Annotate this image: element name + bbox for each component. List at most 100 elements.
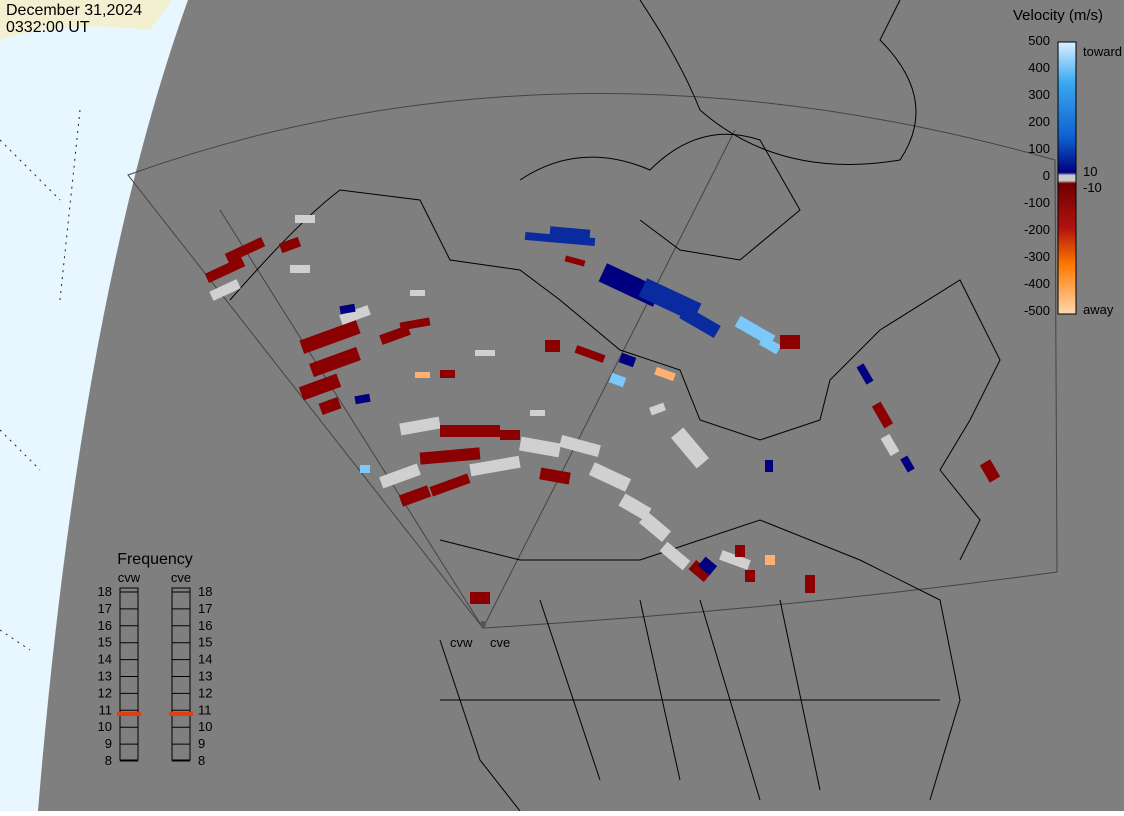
cell xyxy=(639,511,671,543)
velocity-ticks: 500 400 300 200 100 0 -100 -200 -300 -400 -500 xyxy=(1024,33,1050,318)
cell xyxy=(697,556,718,576)
cell xyxy=(856,363,874,385)
scatter-cells xyxy=(204,215,1001,604)
inner-tick: -10 xyxy=(1083,180,1102,195)
cell xyxy=(415,372,430,378)
frequency-tick-label: 8 xyxy=(198,753,205,768)
cell xyxy=(298,373,342,401)
coastlines xyxy=(229,0,1001,812)
frequency-tick-label: 11 xyxy=(99,702,113,717)
radar-label: cve xyxy=(490,635,510,650)
cell xyxy=(519,436,561,458)
cell xyxy=(419,447,481,465)
cell xyxy=(278,236,302,254)
velocity-title: Velocity (m/s) xyxy=(1013,7,1103,24)
cell xyxy=(309,346,361,378)
cell xyxy=(618,493,652,521)
cell xyxy=(545,340,560,352)
velocity-tick-label: 100 xyxy=(1028,141,1050,156)
frequency-tick-label: 13 xyxy=(198,669,212,684)
velocity-tick-label: 400 xyxy=(1028,60,1050,75)
cell xyxy=(559,435,601,457)
velocity-tick-label: -500 xyxy=(1024,303,1050,318)
frequency-marker xyxy=(169,712,193,716)
cell xyxy=(530,410,545,416)
velocity-tick-label: -200 xyxy=(1024,222,1050,237)
frequency-tick-label: 14 xyxy=(198,652,212,667)
graticule xyxy=(0,109,81,651)
away-label: away xyxy=(1083,302,1114,317)
velocity-tick-label: 300 xyxy=(1028,87,1050,102)
frequency-tick-label: 8 xyxy=(105,753,112,768)
inner-tick: 10 xyxy=(1083,164,1097,179)
velocity-tick-label: 500 xyxy=(1028,33,1050,48)
cell xyxy=(500,430,520,440)
velocity-tick-label: 200 xyxy=(1028,114,1050,129)
velocity-tick-label: -300 xyxy=(1024,249,1050,264)
date: December 31,2024 xyxy=(6,2,142,19)
velocity-tick-label: -400 xyxy=(1024,276,1050,291)
radar-name: cvw xyxy=(118,570,141,585)
frequency-marker xyxy=(117,712,141,716)
cell xyxy=(318,396,342,416)
cell xyxy=(429,473,471,497)
frequency-tick-label: 17 xyxy=(98,601,112,616)
cell xyxy=(224,237,266,263)
frequency-title: Frequency xyxy=(117,551,193,568)
cell xyxy=(470,592,490,604)
cell xyxy=(354,393,371,405)
frequency-tick-label: 18 xyxy=(198,584,212,599)
cell xyxy=(440,370,455,378)
cell xyxy=(649,402,666,416)
cell xyxy=(469,455,521,477)
cell xyxy=(574,345,606,363)
space-region xyxy=(0,0,188,811)
cell xyxy=(900,455,915,473)
frequency-tick-label: 9 xyxy=(198,736,205,751)
cell xyxy=(524,231,596,247)
cell xyxy=(659,541,691,571)
cell xyxy=(618,352,637,368)
cell xyxy=(719,550,751,570)
cell xyxy=(979,459,1001,483)
frequency-tick-label: 11 xyxy=(198,702,212,717)
cell xyxy=(399,416,441,436)
radar-name: cve xyxy=(171,570,191,585)
cell xyxy=(735,545,745,557)
cell xyxy=(671,427,709,469)
cell xyxy=(339,303,356,315)
cell xyxy=(780,335,800,349)
frequency-box xyxy=(171,587,191,761)
cell xyxy=(745,570,755,582)
cell xyxy=(871,401,894,429)
cell xyxy=(299,320,361,354)
frequency-tick-label: 18 xyxy=(98,584,112,599)
cell xyxy=(475,350,495,356)
frequency-tick-label: 12 xyxy=(198,685,212,700)
radar-site xyxy=(480,621,486,627)
cell xyxy=(399,317,431,331)
frequency-tick-label: 13 xyxy=(98,669,112,684)
frequency-tick-label: 9 xyxy=(105,736,112,751)
frequency-tick-label: 10 xyxy=(198,719,212,734)
frequency-tick-label: 14 xyxy=(98,652,112,667)
frequency-box xyxy=(119,587,139,761)
cell xyxy=(688,559,712,583)
cell xyxy=(410,290,425,296)
frequency-tick-label: 16 xyxy=(98,618,112,633)
frequency-tick-label: 12 xyxy=(98,685,112,700)
cell xyxy=(290,265,310,273)
radar-label: cvw xyxy=(450,635,473,650)
velocity-tick-label: 0 xyxy=(1043,168,1050,183)
cell xyxy=(765,460,773,472)
cell xyxy=(679,305,721,339)
cell xyxy=(654,366,676,382)
cell xyxy=(588,462,632,492)
cell xyxy=(398,485,432,507)
frequency-tick-label: 17 xyxy=(198,601,212,616)
land-region xyxy=(0,0,172,40)
time: 0332:00 UT xyxy=(6,19,90,36)
cell xyxy=(204,257,246,283)
cell xyxy=(339,305,371,325)
